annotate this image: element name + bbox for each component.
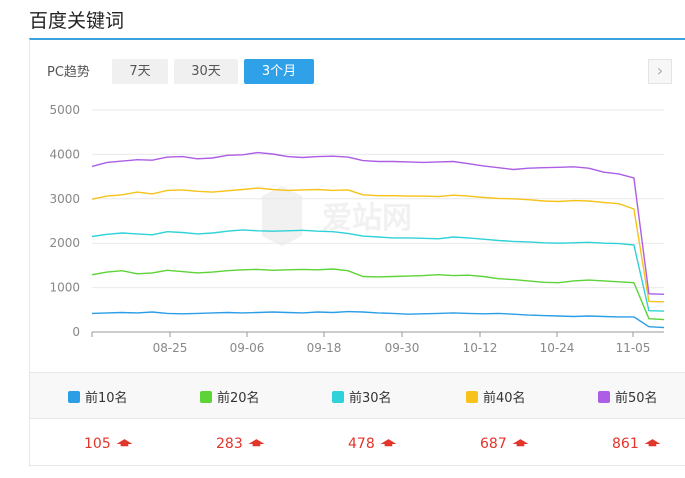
range-3-months-button[interactable]: 3个月	[244, 59, 314, 84]
legend-swatch	[68, 391, 80, 403]
count-value: 478	[348, 436, 375, 452]
count-value: 105	[84, 436, 111, 452]
series-line	[91, 229, 665, 312]
watermark-text: 爱站网	[322, 201, 412, 236]
count-top40: 687 🡁	[480, 433, 528, 458]
trend-panel: PC趋势 7天 30天 3个月 ›	[29, 38, 685, 466]
series-line	[91, 187, 665, 303]
legend-label: 前20名	[217, 391, 260, 406]
y-tick-label: 2000	[49, 236, 80, 250]
y-tick-label: 1000	[49, 281, 80, 295]
trend-chart: 爱站网 0 1000 2000 3000 4000 5000 08-25 09-06 09-18 0…	[49, 103, 665, 355]
legend-item-top10[interactable]: 前10名	[68, 387, 128, 406]
arrow-up-icon: 🡁	[116, 434, 133, 452]
series-line	[91, 310, 665, 329]
legend-swatch	[466, 391, 478, 403]
x-tick-label: 09-30	[385, 341, 420, 355]
count-top30: 478 🡁	[348, 433, 396, 458]
y-tick-label: 0	[72, 325, 80, 339]
chevron-right-icon[interactable]: ›	[648, 59, 672, 84]
arrow-up-icon: 🡁	[512, 434, 529, 452]
x-tick-label: 10-24	[540, 341, 575, 355]
arrow-up-icon: 🡁	[380, 434, 397, 452]
y-tick-label: 3000	[49, 192, 80, 206]
watermark-mark	[262, 186, 302, 246]
legend-label: 前30名	[349, 391, 392, 406]
page-title: 百度关键词	[29, 10, 125, 32]
legend-swatch	[332, 391, 344, 403]
range-30-days-button[interactable]: 30天	[174, 59, 238, 84]
count-top20: 283 🡁	[216, 433, 264, 458]
x-tick-label: 09-18	[307, 341, 342, 355]
series-line	[91, 151, 665, 295]
count-value: 283	[216, 436, 243, 452]
arrow-up-icon: 🡁	[248, 434, 265, 452]
x-tick-label: 11-05	[616, 341, 651, 355]
count-top50: 861 🡁	[612, 433, 660, 458]
x-tick-label: 09-06	[230, 341, 265, 355]
x-tick-label: 10-12	[463, 341, 498, 355]
range-7-days-button[interactable]: 7天	[112, 59, 168, 84]
legend-item-top20[interactable]: 前20名	[200, 387, 260, 406]
legend-item-top30[interactable]: 前30名	[332, 387, 392, 406]
count-value: 687	[480, 436, 507, 452]
count-value: 861	[612, 436, 639, 452]
y-tick-label: 4000	[49, 147, 80, 161]
legend-swatch	[200, 391, 212, 403]
legend-label: 前50名	[615, 391, 658, 406]
arrow-up-icon: 🡁	[644, 434, 661, 452]
pc-trend-label: PC趋势	[47, 65, 90, 80]
series-line	[91, 268, 665, 321]
legend-label: 前40名	[483, 391, 526, 406]
count-top10: 105 🡁	[84, 433, 132, 458]
legend-item-top40[interactable]: 前40名	[466, 387, 526, 406]
legend-swatch	[598, 391, 610, 403]
y-tick-label: 5000	[49, 103, 80, 117]
chart-legend: 前10名 前20名 前30名 前40名 前50名	[30, 372, 685, 419]
legend-item-top50[interactable]: 前50名	[598, 387, 658, 406]
legend-label: 前10名	[85, 391, 128, 406]
x-tick-label: 08-25	[153, 341, 188, 355]
